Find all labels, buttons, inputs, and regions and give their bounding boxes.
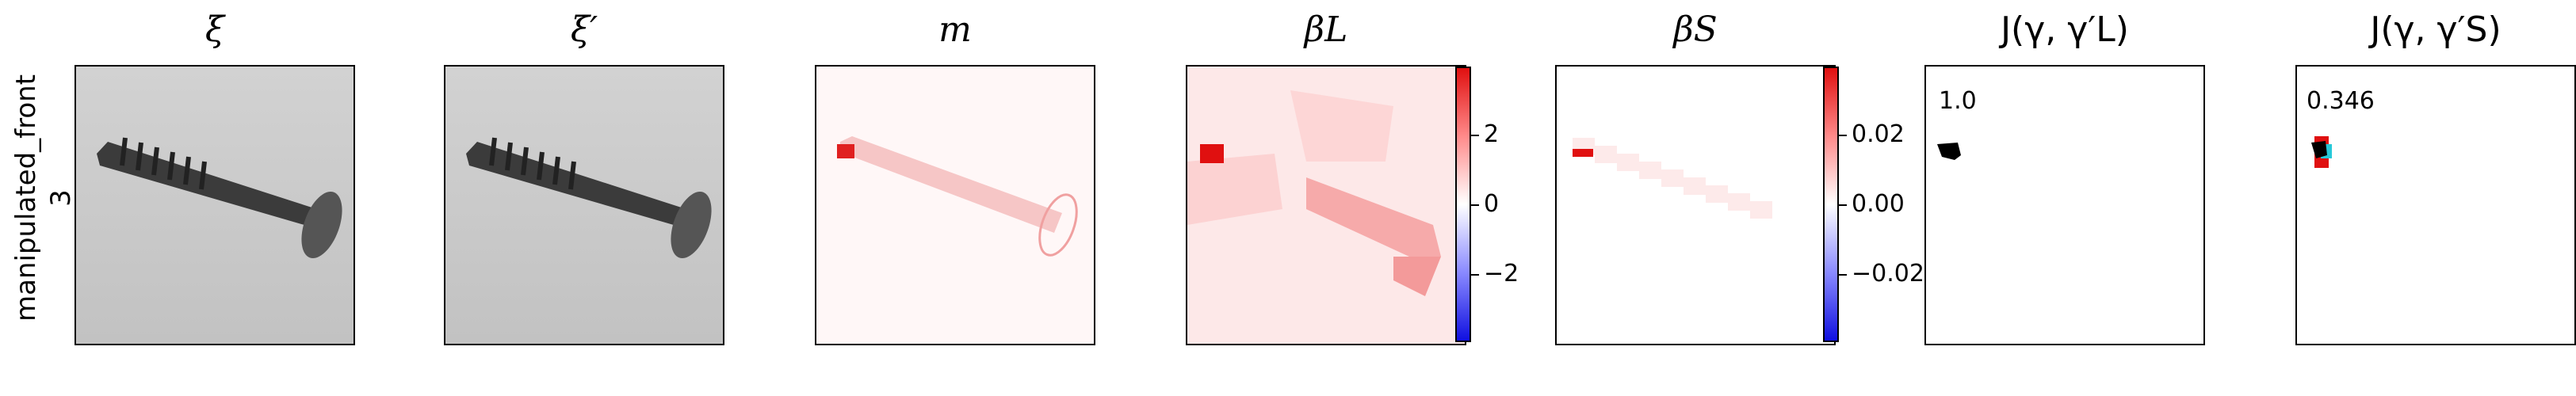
panel-title-xi: ξ — [204, 10, 225, 50]
jaccard-s-panel: 0.346 — [2295, 65, 2576, 345]
jaccard-s-overlay — [2311, 136, 2332, 168]
row-label-text: manipulated_front 3 — [10, 74, 77, 322]
panel-title-beta-s: βS — [1673, 10, 1718, 50]
panel-title-xi-prime: ξ′ — [570, 10, 598, 50]
colorbar-beta-s-tick — [1839, 135, 1847, 136]
panel-title-jaccard-s: J(γ, γ′S) — [2370, 10, 2501, 50]
image-xi — [75, 65, 355, 345]
image-xi-prime — [444, 65, 724, 345]
difference-map — [837, 136, 1078, 257]
panel-title-beta-l: βL — [1304, 10, 1348, 50]
colorbar-beta-l — [1455, 67, 1471, 342]
colorbar-beta-s-label: 0.00 — [1852, 190, 1905, 218]
colorbar-beta-l-label: −2 — [1484, 260, 1519, 287]
beta-l-map — [1187, 67, 1465, 344]
colorbar-beta-l-tick — [1471, 274, 1479, 276]
heatmap-beta-s — [1555, 65, 1836, 345]
jaccard-l-overlay — [1937, 143, 1961, 160]
mask-m — [815, 65, 1095, 345]
colorbar-beta-l-label: 0 — [1484, 190, 1500, 218]
jaccard-s-value: 0.346 — [2307, 87, 2375, 115]
colorbar-beta-s — [1823, 67, 1839, 342]
beta-s-map — [1573, 138, 1772, 219]
colorbar-beta-l-label: 2 — [1484, 120, 1500, 148]
panel-title-jaccard-l: J(γ, γ′L) — [2001, 10, 2129, 50]
colorbar-beta-l-tick — [1471, 204, 1479, 206]
screw-image — [76, 67, 354, 344]
jaccard-l-panel: 1.0 — [1924, 65, 2205, 345]
colorbar-beta-s-tick — [1839, 274, 1847, 276]
colorbar-beta-l-tick — [1471, 135, 1479, 136]
colorbar-beta-s-label: −0.02 — [1852, 260, 1924, 287]
panel-title-m: m — [938, 10, 972, 50]
colorbar-beta-s-label: 0.02 — [1852, 120, 1905, 148]
jaccard-l-value: 1.0 — [1939, 87, 1977, 115]
heatmap-beta-l — [1186, 65, 1466, 345]
colorbar-beta-s-tick — [1839, 204, 1847, 206]
screw-image-manipulated — [445, 67, 723, 344]
